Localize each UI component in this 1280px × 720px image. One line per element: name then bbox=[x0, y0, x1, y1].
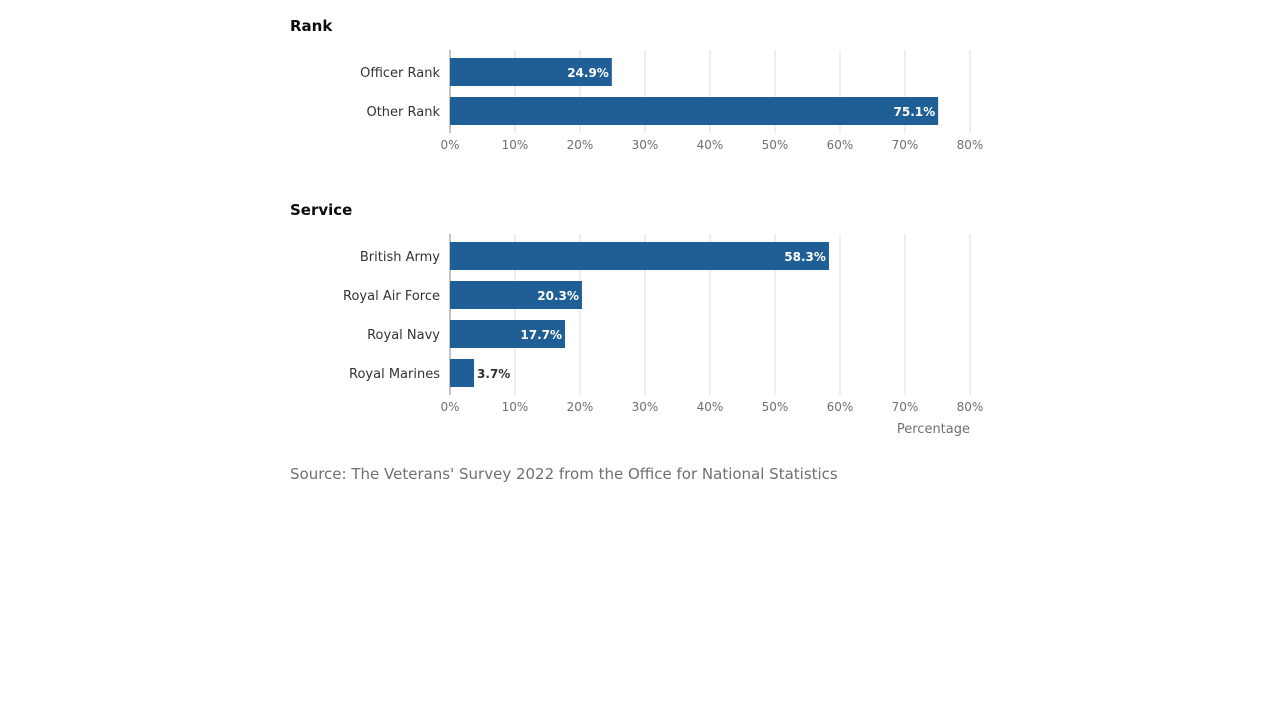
source-note: Source: The Veterans' Survey 2022 from t… bbox=[290, 465, 838, 483]
x-tick-label: 0% bbox=[440, 138, 459, 152]
bar-value-label: 75.1% bbox=[894, 105, 936, 119]
x-tick-label: 70% bbox=[892, 138, 919, 152]
bar bbox=[450, 58, 612, 86]
x-tick-label: 80% bbox=[957, 138, 984, 152]
x-tick-label: 70% bbox=[892, 400, 919, 414]
x-tick-label: 20% bbox=[567, 138, 594, 152]
rank-chart-title: Rank bbox=[290, 17, 333, 35]
category-label: Royal Air Force bbox=[343, 289, 440, 304]
category-label: Royal Marines bbox=[349, 367, 440, 382]
x-tick-label: 50% bbox=[762, 400, 789, 414]
category-label: Royal Navy bbox=[367, 328, 440, 343]
x-tick-label: 10% bbox=[502, 138, 529, 152]
x-tick-label: 20% bbox=[567, 400, 594, 414]
category-label: British Army bbox=[360, 250, 440, 265]
x-tick-label: 0% bbox=[440, 400, 459, 414]
service-bar-chart: 0% 10% 20% 30% 40% 50% 60% 70% 80% British Army 58… bbox=[343, 234, 984, 437]
bar-value-label: 20.3% bbox=[537, 289, 579, 303]
service-chart-title: Service bbox=[290, 201, 353, 219]
x-tick-label: 50% bbox=[762, 138, 789, 152]
bar bbox=[450, 320, 566, 348]
rank-bar-chart: 0% 10% 20% 30% 40% 50% 60% 70% 80% Officer Rank 24… bbox=[360, 50, 984, 152]
bar-value-label: 3.7% bbox=[477, 367, 510, 381]
category-label: Officer Rank bbox=[360, 66, 440, 81]
bar bbox=[450, 359, 475, 387]
x-tick-label: 30% bbox=[632, 400, 659, 414]
x-tick-label: 80% bbox=[957, 400, 984, 414]
x-axis-title: Percentage bbox=[897, 422, 970, 437]
bar-value-label: 58.3% bbox=[784, 250, 826, 264]
bar bbox=[450, 242, 829, 270]
category-label: Other Rank bbox=[366, 105, 440, 120]
bar bbox=[450, 97, 939, 125]
x-tick-label: 40% bbox=[697, 138, 724, 152]
x-tick-label: 60% bbox=[827, 400, 854, 414]
x-tick-label: 40% bbox=[697, 400, 724, 414]
x-tick-label: 30% bbox=[632, 138, 659, 152]
x-tick-label: 60% bbox=[827, 138, 854, 152]
x-tick-label: 10% bbox=[502, 400, 529, 414]
bar bbox=[450, 281, 582, 309]
bar-value-label: 24.9% bbox=[567, 66, 609, 80]
bar-value-label: 17.7% bbox=[520, 328, 562, 342]
